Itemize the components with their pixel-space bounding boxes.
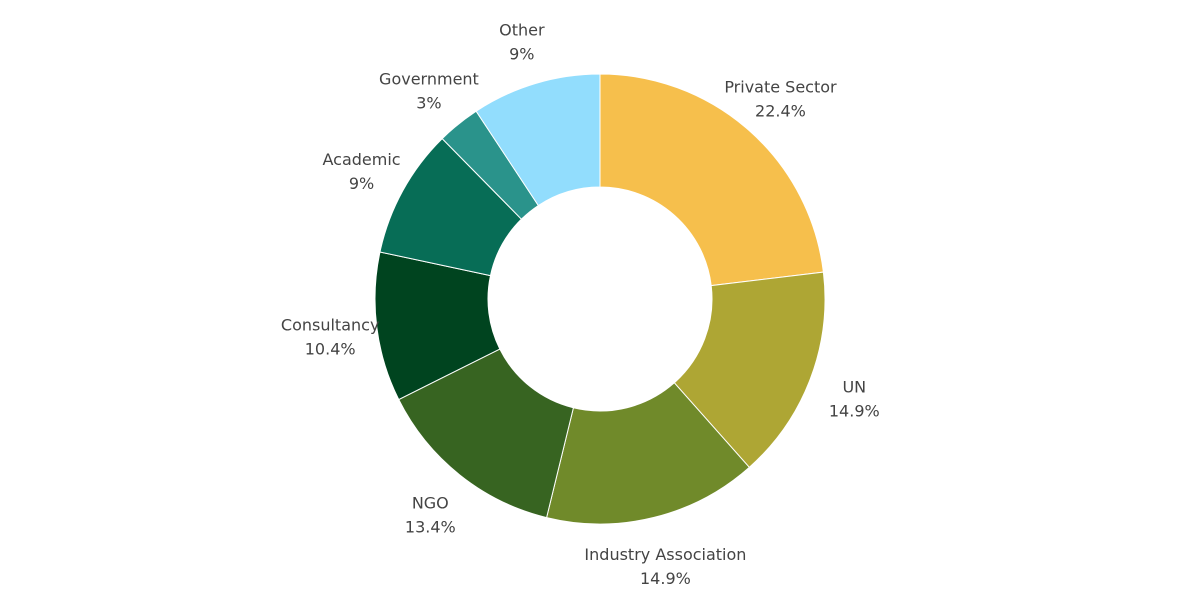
slice-value-industry-association: 14.9% <box>640 569 691 588</box>
slice-label-academic: Academic <box>323 150 401 169</box>
slice-value-consultancy: 10.4% <box>305 339 356 358</box>
slice-label-consultancy: Consultancy <box>281 315 380 334</box>
slice-label-industry-association: Industry Association <box>584 545 746 564</box>
slice-value-government: 3% <box>416 94 441 113</box>
donut-slices <box>374 73 826 525</box>
slice-label-un: UN <box>842 378 866 397</box>
slice-value-un: 14.9% <box>829 402 880 421</box>
slice-label-ngo: NGO <box>412 494 449 513</box>
slice-label-private-sector: Private Sector <box>724 77 837 96</box>
slice-value-private-sector: 22.4% <box>755 101 806 120</box>
slice-label-other: Other <box>499 20 545 39</box>
slice-labels: Private Sector 22.4% UN 14.9% Industry Assoc… <box>281 20 880 588</box>
slice-private-sector <box>599 73 824 287</box>
slice-other <box>475 73 601 207</box>
slice-value-other: 9% <box>509 44 534 63</box>
slice-label-government: Government <box>379 70 479 89</box>
slice-value-academic: 9% <box>349 174 374 193</box>
slice-un <box>673 271 826 469</box>
slice-value-ngo: 13.4% <box>405 518 456 537</box>
slice-industry-association <box>545 382 750 525</box>
